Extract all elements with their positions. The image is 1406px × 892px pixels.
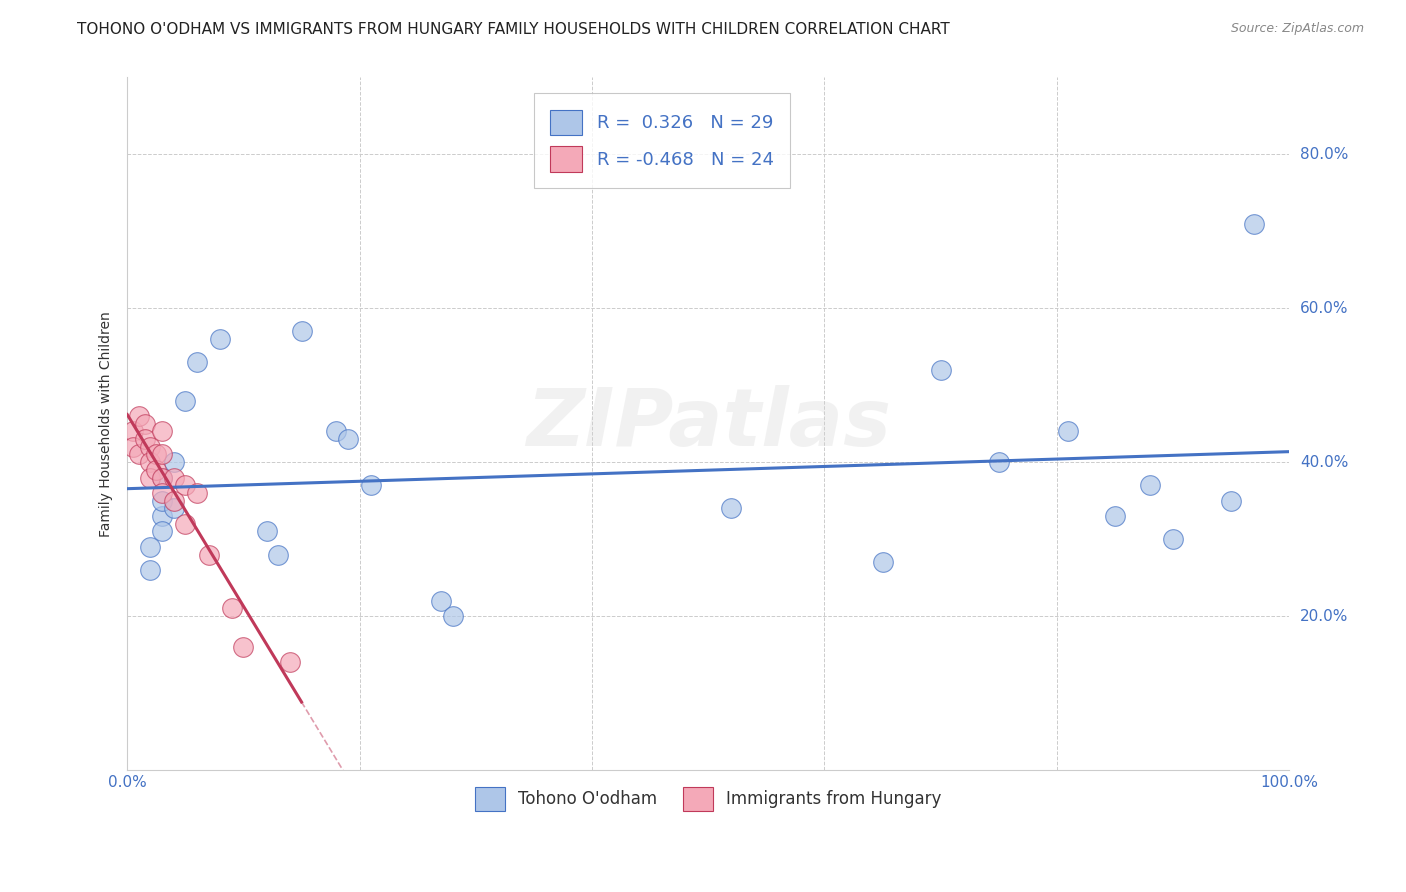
Point [1220, 493, 1243, 508]
Point [150, 470, 173, 484]
Text: Source: ZipAtlas.com: Source: ZipAtlas.com [1230, 22, 1364, 36]
Point [122, 440, 145, 454]
Point [145, 448, 167, 462]
Point [163, 455, 186, 469]
Text: 20.0%: 20.0% [1301, 608, 1348, 624]
Text: 80.0%: 80.0% [1301, 147, 1348, 161]
Y-axis label: Family Households with Children: Family Households with Children [100, 310, 114, 537]
Point [221, 601, 243, 615]
Legend: Tohono O'odham, Immigrants from Hungary: Tohono O'odham, Immigrants from Hungary [461, 773, 955, 824]
Point [174, 478, 197, 492]
Point [150, 486, 173, 500]
Point [163, 493, 186, 508]
Point [150, 524, 173, 539]
Point [186, 486, 208, 500]
Point [278, 655, 301, 669]
Point [139, 540, 162, 554]
Point [128, 409, 150, 423]
Point [150, 493, 173, 508]
Point [174, 516, 197, 531]
Point [139, 563, 162, 577]
Point [290, 324, 312, 338]
Point [232, 640, 254, 654]
Point [150, 425, 173, 439]
Point [256, 524, 278, 539]
Point [430, 593, 453, 607]
Point [441, 609, 464, 624]
Point [209, 332, 232, 346]
Point [145, 463, 167, 477]
Point [197, 548, 219, 562]
Point [1139, 478, 1161, 492]
Point [163, 501, 186, 516]
Point [1057, 425, 1080, 439]
Point [186, 355, 208, 369]
Point [174, 393, 197, 408]
Point [360, 478, 382, 492]
Point [720, 501, 742, 516]
Text: 60.0%: 60.0% [1301, 301, 1348, 316]
Point [150, 470, 173, 484]
Point [987, 455, 1010, 469]
Point [325, 425, 347, 439]
Point [122, 425, 145, 439]
Point [929, 363, 952, 377]
Point [139, 470, 162, 484]
Point [150, 448, 173, 462]
Point [337, 432, 360, 446]
Point [1104, 509, 1126, 524]
Point [134, 417, 156, 431]
Point [1243, 217, 1265, 231]
Point [267, 548, 290, 562]
Text: TOHONO O'ODHAM VS IMMIGRANTS FROM HUNGARY FAMILY HOUSEHOLDS WITH CHILDREN CORREL: TOHONO O'ODHAM VS IMMIGRANTS FROM HUNGAR… [77, 22, 950, 37]
Point [1161, 532, 1184, 546]
Point [128, 448, 150, 462]
Text: 40.0%: 40.0% [1301, 455, 1348, 470]
Text: ZIPatlas: ZIPatlas [526, 384, 891, 463]
Point [134, 432, 156, 446]
Point [139, 455, 162, 469]
Point [872, 555, 894, 569]
Point [139, 440, 162, 454]
Point [163, 470, 186, 484]
Point [150, 509, 173, 524]
